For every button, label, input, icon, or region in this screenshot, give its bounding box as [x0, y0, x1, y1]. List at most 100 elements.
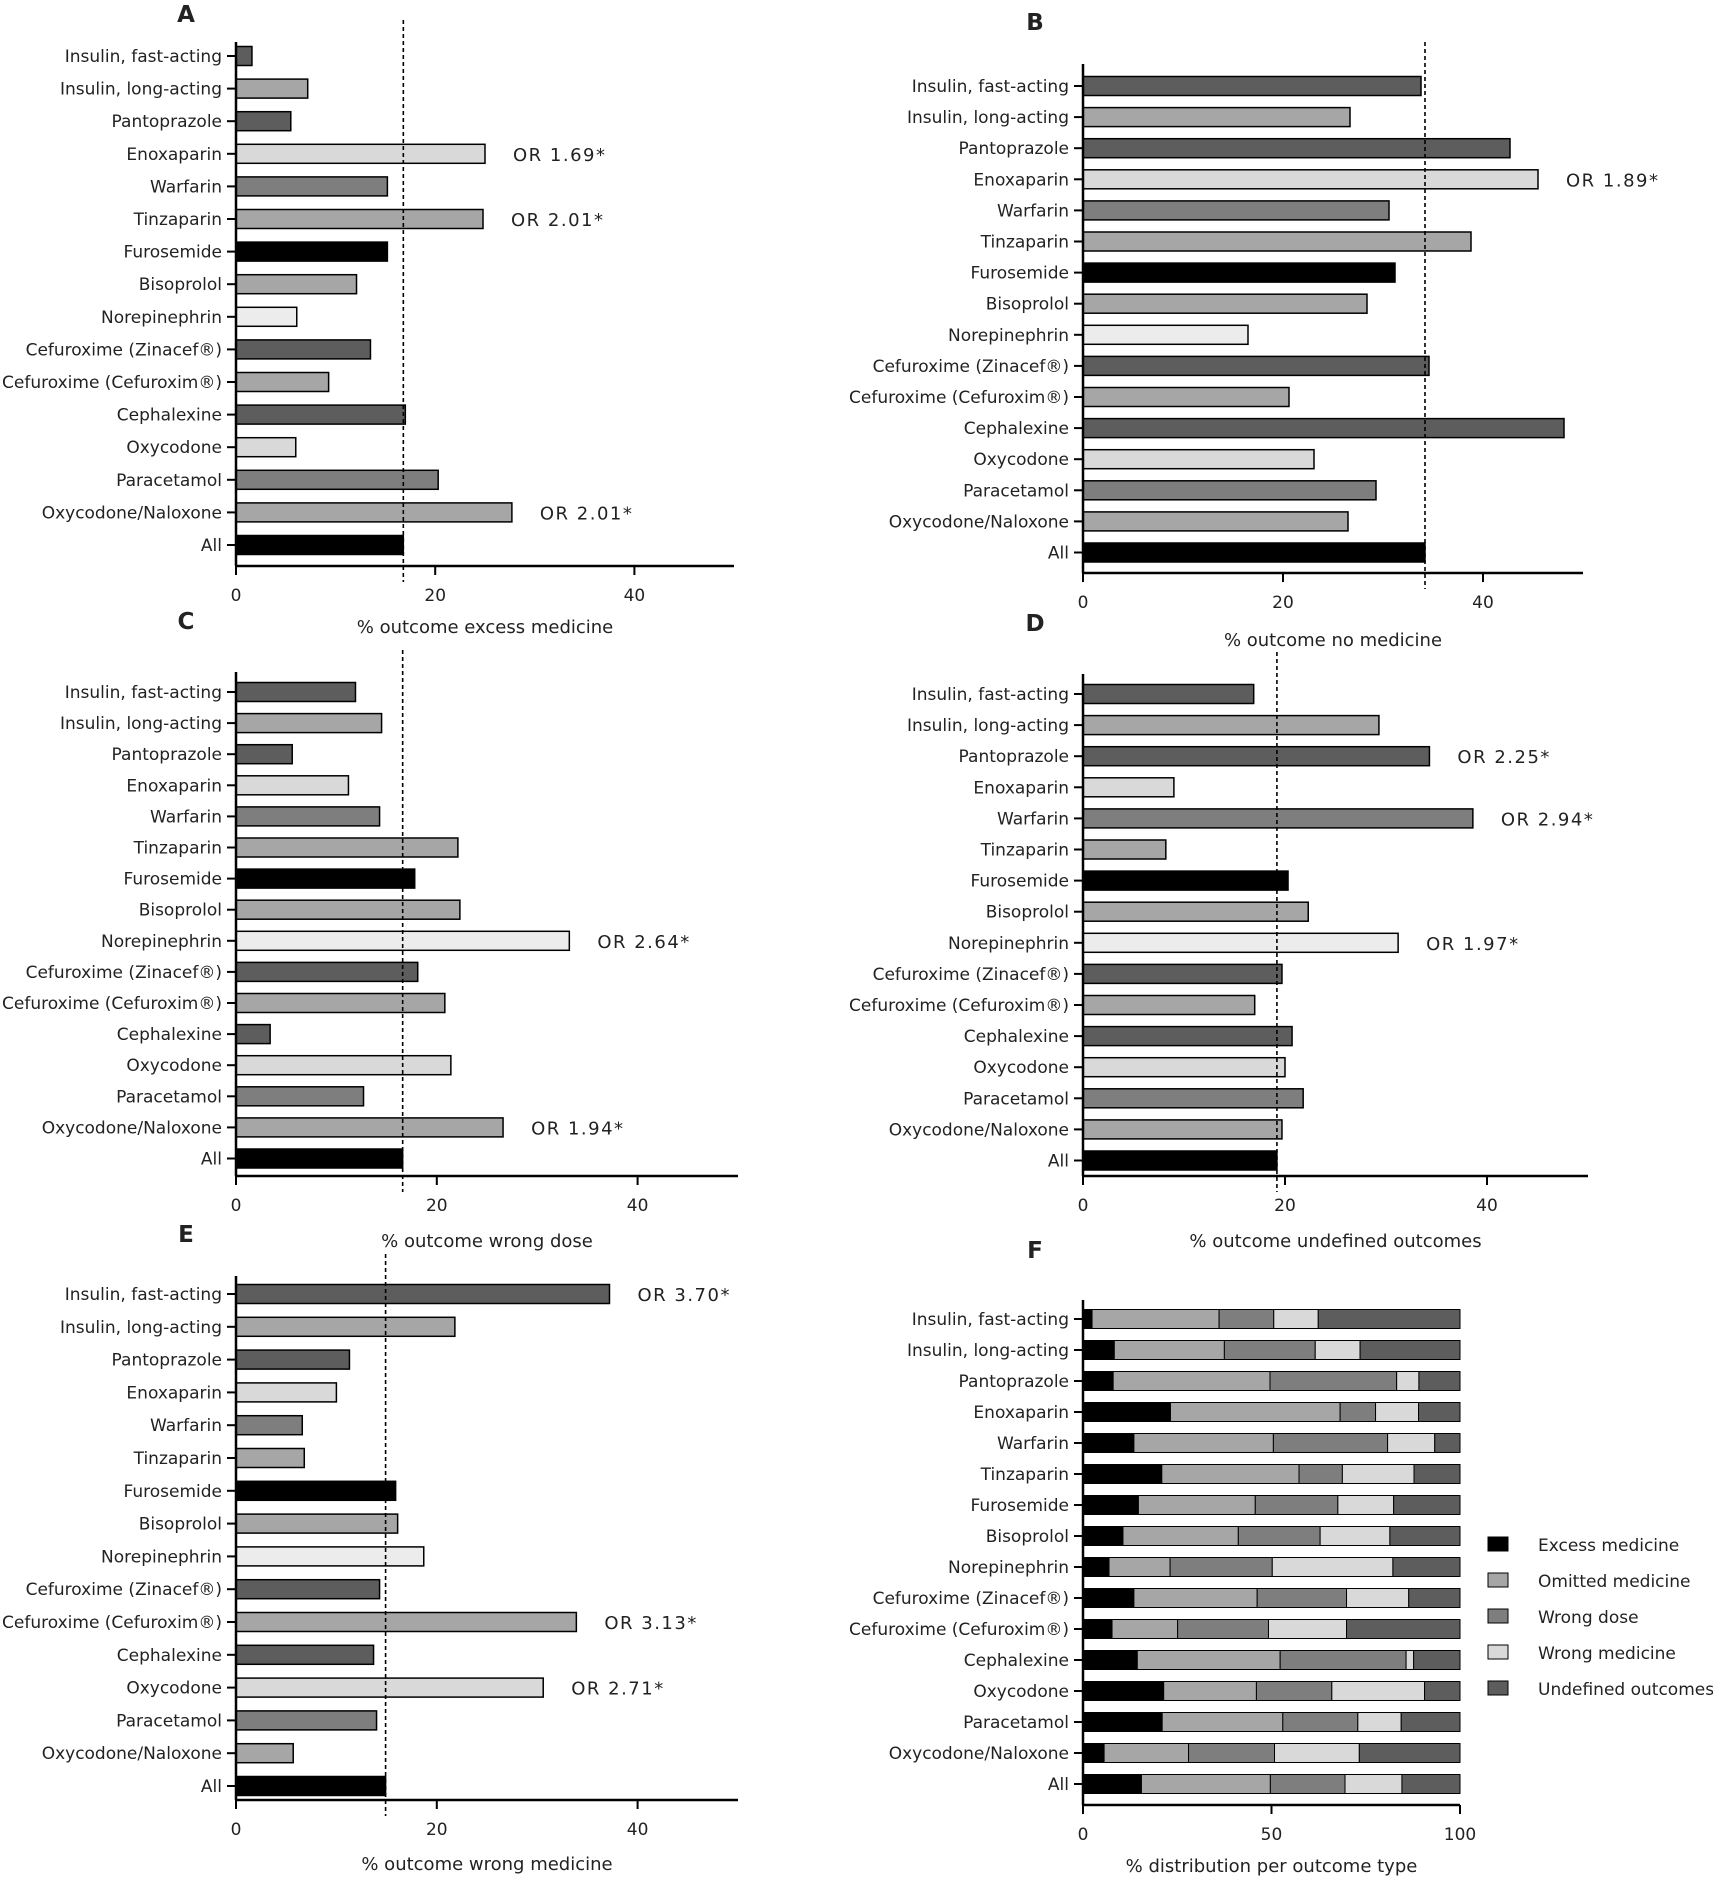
panel-f-bar-norepinephrin-wrong-dose	[1169, 1557, 1273, 1577]
panel-f-bar-pantoprazole-omitted-medicine	[1112, 1371, 1271, 1391]
panel-b-bar-norepinephrin	[1082, 324, 1249, 346]
panel-e-category-label-insulin-long-acting: Insulin, long-acting	[60, 1318, 222, 1338]
panel-b-category-label-furosemide: Furosemide	[971, 264, 1070, 284]
panel-c-xtick-label: 40	[627, 1196, 649, 1216]
panel-f-category-label-paracetamol: Paracetamol	[963, 1713, 1069, 1733]
panel-c-category-label-insulin-fast-acting: Insulin, fast-acting	[65, 683, 222, 703]
legend-swatch-excess-medicine	[1487, 1536, 1509, 1552]
panel-e-xtick-label: 40	[627, 1820, 649, 1840]
legend-swatch-wrong-dose	[1487, 1608, 1509, 1624]
panel-f-category-label-furosemide: Furosemide	[971, 1496, 1070, 1516]
panel-a-category-label-paracetamol: Paracetamol	[116, 471, 222, 491]
panel-f-category-label-oxycodone-naloxone: Oxycodone/Naloxone	[889, 1744, 1069, 1764]
panel-c-bar-cefuroxime-zinacef	[235, 961, 419, 983]
panel-f-bar-pantoprazole-wrong-dose	[1269, 1371, 1398, 1391]
panel-f-bar-cefuroxime-zinacef-wrong-medicine	[1346, 1588, 1410, 1608]
panel-a-bar-tinzaparin	[235, 208, 484, 230]
panel-a-category-label-pantoprazole: Pantoprazole	[112, 112, 222, 132]
legend-label-excess-medicine: Excess medicine	[1538, 1536, 1679, 1556]
panel-f-category-label-cephalexine: Cephalexine	[964, 1651, 1069, 1671]
panel-f-xtick-label: 100	[1444, 1825, 1476, 1845]
panel-f-bar-warfarin-undefined-outcomes	[1434, 1433, 1461, 1453]
panel-a-xtick-label: 0	[231, 586, 242, 606]
panel-b-category-label-bisoprolol: Bisoprolol	[986, 295, 1069, 315]
panel-f-xlabel: % distribution per outcome type	[1126, 1856, 1418, 1877]
panel-b-category-label-cephalexine: Cephalexine	[964, 419, 1069, 439]
panel-f-bar-oxycodone-wrong-dose	[1255, 1681, 1333, 1701]
panel-f-bar-oxycodone-naloxone-wrong-medicine	[1274, 1743, 1360, 1763]
panel-f-bar-warfarin-omitted-medicine	[1133, 1433, 1274, 1453]
panel-f-bar-insulin-fast-acting-omitted-medicine	[1091, 1309, 1220, 1329]
legend-swatch-undefined-outcomes	[1487, 1680, 1509, 1696]
panel-e-category-label-all: All	[201, 1777, 222, 1797]
panel-c-bar-oxycodone	[235, 1054, 452, 1076]
panel-e-category-label-cephalexine: Cephalexine	[117, 1646, 222, 1666]
panel-a-bar-bisoprolol	[235, 273, 358, 295]
panel-f-bar-cephalexine-omitted-medicine	[1136, 1650, 1281, 1670]
panel-f-bar-oxycodone-wrong-medicine	[1331, 1681, 1426, 1701]
panel-f-bar-oxycodone-naloxone-wrong-dose	[1188, 1743, 1276, 1763]
panel-d-bar-bisoprolol	[1082, 901, 1309, 922]
panel-d-category-label-pantoprazole: Pantoprazole	[959, 747, 1069, 767]
panel-e-bar-insulin-fast-acting	[235, 1283, 611, 1305]
panel-a-category-label-oxycodone: Oxycodone	[126, 438, 222, 458]
panel-f-category-label-bisoprolol: Bisoprolol	[986, 1527, 1069, 1547]
panel-f-bar-furosemide-wrong-dose	[1254, 1495, 1339, 1515]
panel-c-xlabel: % outcome wrong dose	[381, 1231, 593, 1252]
legend-swatch-wrong-medicine	[1487, 1644, 1509, 1660]
panel-e-bar-tinzaparin	[235, 1447, 306, 1469]
panel-f-xtick-label: 50	[1261, 1825, 1283, 1845]
panel-a-category-label-warfarin: Warfarin	[150, 177, 222, 197]
panel-e-category-label-tinzaparin: Tinzaparin	[133, 1449, 222, 1469]
panel-c-category-label-pantoprazole: Pantoprazole	[112, 745, 222, 765]
panel-f-bar-paracetamol-wrong-dose	[1282, 1712, 1359, 1732]
panel-f-bar-norepinephrin-excess-medicine	[1082, 1557, 1110, 1577]
panel-f-category-label-cefuroxime-cefuroxim: Cefuroxime (Cefuroxim®)	[849, 1620, 1069, 1640]
panel-e-category-label-norepinephrin: Norepinephrin	[101, 1547, 222, 1567]
panel-c-category-label-bisoprolol: Bisoprolol	[139, 901, 222, 921]
panel-d-xtick-label: 0	[1078, 1196, 1089, 1216]
panel-f-bar-warfarin-excess-medicine	[1082, 1433, 1135, 1453]
panel-b-category-label-enoxaparin: Enoxaparin	[973, 170, 1069, 190]
panel-a-category-label-oxycodone-naloxone: Oxycodone/Naloxone	[42, 503, 222, 523]
panel-d-bar-pantoprazole	[1082, 745, 1431, 767]
panel-d-category-label-cephalexine: Cephalexine	[964, 1027, 1069, 1047]
panel-e-bar-all	[235, 1775, 387, 1797]
panel-f-category-label-all: All	[1048, 1775, 1069, 1795]
panel-f-bar-insulin-long-acting-wrong-medicine	[1314, 1340, 1361, 1360]
panel-f-category-label-oxycodone: Oxycodone	[973, 1682, 1069, 1702]
panel-f-bar-oxycodone-undefined-outcomes	[1424, 1681, 1461, 1701]
panel-d-bar-enoxaparin	[1082, 777, 1175, 798]
panel-e-category-label-insulin-fast-acting: Insulin, fast-acting	[65, 1285, 222, 1305]
panel-f-bar-insulin-long-acting-wrong-dose	[1223, 1340, 1316, 1360]
panel-b-bar-cephalexine	[1082, 417, 1565, 439]
panel-f-category-label-tinzaparin: Tinzaparin	[980, 1465, 1069, 1485]
panel-f-bar-furosemide-undefined-outcomes	[1393, 1495, 1461, 1515]
panel-c-bar-paracetamol	[235, 1086, 365, 1107]
panel-b-category-label-pantoprazole: Pantoprazole	[959, 139, 1069, 159]
panel-b-xtick-label: 20	[1272, 593, 1294, 613]
panel-d-bar-warfarin	[1082, 808, 1474, 829]
panel-e-category-label-warfarin: Warfarin	[150, 1416, 222, 1436]
panel-f-bar-oxycodone-naloxone-excess-medicine	[1082, 1743, 1105, 1763]
panel-a-category-label-furosemide: Furosemide	[124, 243, 223, 263]
panel-f-bar-enoxaparin-excess-medicine	[1082, 1402, 1171, 1422]
panel-f-bar-bisoprolol-excess-medicine	[1082, 1526, 1124, 1546]
panel-e-bar-cefuroxime-cefuroxim	[235, 1611, 578, 1633]
panel-f-bar-paracetamol-undefined-outcomes	[1400, 1712, 1461, 1732]
legend-swatch-omitted-medicine	[1487, 1572, 1509, 1588]
panel-d-letter: D	[1025, 611, 1044, 637]
panel-e-category-label-pantoprazole: Pantoprazole	[112, 1351, 222, 1371]
panel-a-bar-oxycodone	[235, 436, 297, 458]
panel-f-category-label-insulin-fast-acting: Insulin, fast-acting	[912, 1310, 1069, 1330]
panel-f-bar-cefuroxime-zinacef-wrong-dose	[1256, 1588, 1348, 1608]
panel-e-category-label-cefuroxime-cefuroxim: Cefuroxime (Cefuroxim®)	[2, 1613, 222, 1633]
panel-c-category-label-cefuroxime-zinacef: Cefuroxime (Zinacef®)	[26, 963, 222, 983]
panel-a-bar-cefuroxime-cefuroxim	[235, 371, 330, 393]
legend-label-undefined-outcomes: Undefined outcomes	[1538, 1680, 1713, 1700]
panel-e-annotation-oxycodone: OR 2.71*	[571, 1679, 664, 1700]
panel-a-category-label-all: All	[201, 536, 222, 556]
panel-b-category-label-tinzaparin: Tinzaparin	[980, 233, 1069, 253]
panel-c-category-label-warfarin: Warfarin	[150, 807, 222, 827]
